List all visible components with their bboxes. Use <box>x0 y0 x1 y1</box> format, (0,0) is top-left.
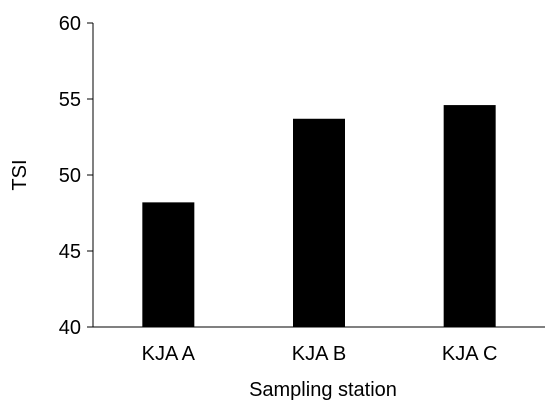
bars <box>142 105 496 327</box>
bar-kja-b <box>293 118 345 327</box>
x-tick-label: KJA A <box>142 343 196 365</box>
y-axis-ticks: 40 45 50 55 60 <box>59 13 93 339</box>
y-tick-label: 60 <box>59 13 81 35</box>
x-axis-title: Sampling station <box>249 379 397 401</box>
bar-kja-c <box>443 105 496 327</box>
y-axis-title: TSI <box>9 159 31 190</box>
x-tick-label: KJA C <box>442 343 498 365</box>
x-tick-label: KJA B <box>292 343 346 365</box>
y-tick-label: 50 <box>59 165 81 187</box>
x-axis-ticks: KJA A KJA B KJA C <box>142 343 498 365</box>
y-tick-label: 40 <box>59 317 81 339</box>
bar-kja-a <box>142 202 195 327</box>
y-tick-label: 45 <box>59 241 81 263</box>
y-tick-label: 55 <box>59 89 81 111</box>
